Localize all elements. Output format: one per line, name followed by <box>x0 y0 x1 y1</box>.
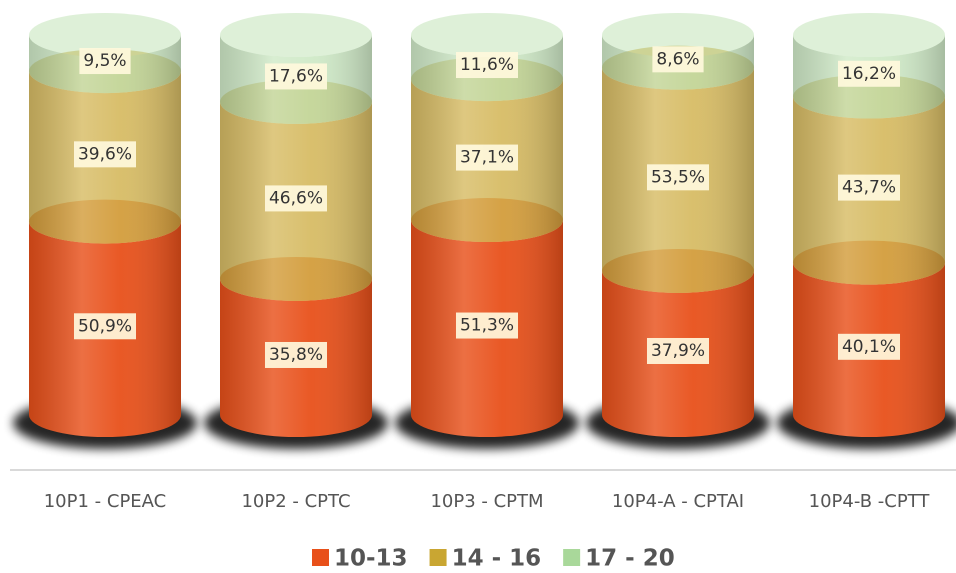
bar-top <box>411 13 563 57</box>
value-label: 16,2% <box>842 64 896 84</box>
value-label-box <box>455 144 519 171</box>
legend-label: 17 - 20 <box>585 546 675 572</box>
bar-top <box>602 13 754 57</box>
value-label-box <box>837 333 901 360</box>
legend-swatch <box>563 549 581 566</box>
value-label-box <box>652 46 704 73</box>
value-label-box <box>73 313 137 340</box>
value-label: 53,5% <box>651 167 705 187</box>
value-label: 39,6% <box>78 144 132 164</box>
legend-label: 10-13 <box>334 546 408 572</box>
value-label-box <box>455 52 519 79</box>
bar-top <box>220 13 372 57</box>
value-label: 37,1% <box>460 148 514 168</box>
value-label-box <box>837 60 901 87</box>
bar-top <box>793 13 945 57</box>
x-tick-label: 10P1 - CPEAC <box>44 491 167 512</box>
value-label-box <box>264 63 328 90</box>
legend-label: 14 - 16 <box>452 546 542 572</box>
legend-swatch <box>312 549 329 566</box>
value-label: 8,6% <box>656 49 699 69</box>
value-label: 17,6% <box>269 66 323 86</box>
x-tick-label: 10P4-B -CPTT <box>809 491 931 512</box>
value-label: 37,9% <box>651 341 705 361</box>
bar-top <box>29 13 181 57</box>
value-label: 35,8% <box>269 345 323 365</box>
value-label-box <box>646 164 710 191</box>
value-label-box <box>264 341 328 368</box>
value-label-box <box>73 141 137 168</box>
value-label-box <box>79 48 131 75</box>
x-tick-label: 10P4-A - CPTAI <box>612 491 744 512</box>
x-tick-label: 10P3 - CPTM <box>430 491 543 512</box>
value-label: 9,5% <box>83 51 126 71</box>
value-label: 50,9% <box>78 316 132 336</box>
legend-swatch <box>429 549 447 566</box>
value-label-box <box>455 312 519 339</box>
value-label: 46,6% <box>269 188 323 208</box>
value-label-box <box>837 174 901 201</box>
value-label: 43,7% <box>842 178 896 198</box>
x-tick-label: 10P2 - CPTC <box>241 491 350 512</box>
value-label-box <box>264 185 328 212</box>
value-label: 51,3% <box>460 316 514 336</box>
value-label: 11,6% <box>460 55 514 75</box>
value-label: 40,1% <box>842 337 896 357</box>
value-label-box <box>646 337 710 364</box>
